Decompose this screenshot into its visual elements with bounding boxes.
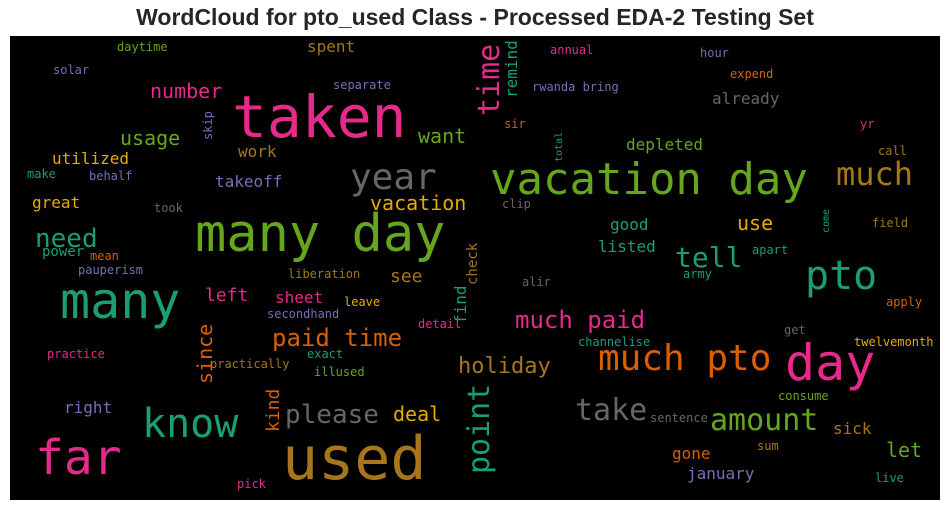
word-apply: apply xyxy=(886,295,923,309)
word-many: many xyxy=(60,272,181,330)
word-many-day: many day xyxy=(195,204,446,264)
word-secondhand: secondhand xyxy=(267,307,340,321)
word-apart: apart xyxy=(752,243,789,257)
word-pick: pick xyxy=(237,477,266,491)
word-practically: practically xyxy=(210,357,290,371)
word-power: power xyxy=(42,244,85,260)
word-sheet: sheet xyxy=(275,288,324,307)
word-great: great xyxy=(32,193,81,212)
word-leave: leave xyxy=(344,295,381,309)
word-practice: practice xyxy=(47,347,105,361)
word-twelvemonth: twelvemonth xyxy=(854,335,934,349)
word-sum: sum xyxy=(757,439,779,453)
word-depleted: depleted xyxy=(626,135,704,154)
word-get: get xyxy=(784,323,806,337)
word-tell: tell xyxy=(675,241,743,274)
word-total: total xyxy=(554,131,565,162)
word-much: much xyxy=(836,155,914,193)
word-day: day xyxy=(785,334,876,392)
word-yr: yr xyxy=(860,117,875,131)
word-year: year xyxy=(350,157,437,198)
word-holiday: holiday xyxy=(458,354,551,379)
word-remind: remind xyxy=(502,40,521,98)
word-army: army xyxy=(683,267,712,281)
word-call: call xyxy=(878,144,907,158)
word-used: used xyxy=(282,424,427,494)
word-amount: amount xyxy=(710,403,819,438)
word-much-paid: much paid xyxy=(515,306,646,334)
word-mean: mean xyxy=(90,249,119,263)
word-much-pto: much pto xyxy=(598,338,772,379)
word-vacation: vacation xyxy=(370,191,467,215)
word-expend: expend xyxy=(730,67,774,81)
word-good: good xyxy=(610,215,649,234)
word-kind: kind xyxy=(263,388,284,432)
word-already: already xyxy=(712,89,780,108)
word-let: let xyxy=(886,438,923,462)
word-come: come xyxy=(821,208,832,233)
word-rwanda-bring: rwanda bring xyxy=(532,80,619,94)
word-cloud-canvas: taken used many day vacation day many far day k… xyxy=(10,36,940,500)
word-separate: separate xyxy=(333,78,391,92)
word-deal: deal xyxy=(393,402,442,426)
word-sick: sick xyxy=(833,419,872,438)
word-spent: spent xyxy=(307,37,356,56)
word-liberation: liberation xyxy=(288,267,361,281)
word-exact: exact xyxy=(307,347,344,361)
word-please: please xyxy=(285,400,379,430)
word-consume: consume xyxy=(778,389,829,403)
word-field: field xyxy=(872,216,909,230)
word-illused: illused xyxy=(314,365,365,379)
word-skip: skip xyxy=(201,111,215,140)
word-hour: hour xyxy=(700,46,729,60)
word-time: time xyxy=(472,43,507,116)
word-vacation-day: vacation day xyxy=(490,154,808,205)
word-took: took xyxy=(154,201,183,215)
word-live: live xyxy=(875,471,904,485)
word-since: since xyxy=(193,323,217,384)
word-need: need xyxy=(35,224,98,254)
word-make: make xyxy=(27,167,56,181)
word-usage: usage xyxy=(120,126,181,150)
word-solar: solar xyxy=(53,63,90,77)
word-january: january xyxy=(687,464,755,483)
word-want: want xyxy=(418,124,467,148)
word-daytime: daytime xyxy=(117,40,168,54)
word-pto: pto xyxy=(805,253,878,299)
word-pauperism: pauperism xyxy=(78,263,144,277)
word-see: see xyxy=(390,266,423,287)
word-gone: gone xyxy=(672,444,711,463)
word-use: use xyxy=(737,211,774,235)
word-left: left xyxy=(205,285,249,306)
word-utilized: utilized xyxy=(52,149,130,168)
word-sir: sir xyxy=(504,117,526,131)
word-check: check xyxy=(465,242,481,285)
word-detail: detail xyxy=(418,317,462,331)
word-point: point xyxy=(462,383,497,474)
word-taken: taken xyxy=(232,83,407,151)
word-alir: alir xyxy=(522,275,551,289)
word-takeoff: takeoff xyxy=(215,172,283,191)
word-number: number xyxy=(150,79,223,103)
word-sentence: sentence xyxy=(650,411,708,425)
chart-title: WordCloud for pto_used Class - Processed… xyxy=(136,4,814,30)
word-annual: annual xyxy=(550,43,594,57)
word-work: work xyxy=(238,142,277,161)
word-channelise: channelise xyxy=(578,335,651,349)
word-listed: listed xyxy=(598,237,656,256)
word-know: know xyxy=(142,401,239,447)
word-right: right xyxy=(64,398,113,417)
word-clip: clip xyxy=(502,197,531,211)
word-paid-time: paid time xyxy=(272,324,403,352)
word-take: take xyxy=(575,393,648,428)
word-behalf: behalf xyxy=(89,169,133,183)
word-far: far xyxy=(35,430,122,486)
